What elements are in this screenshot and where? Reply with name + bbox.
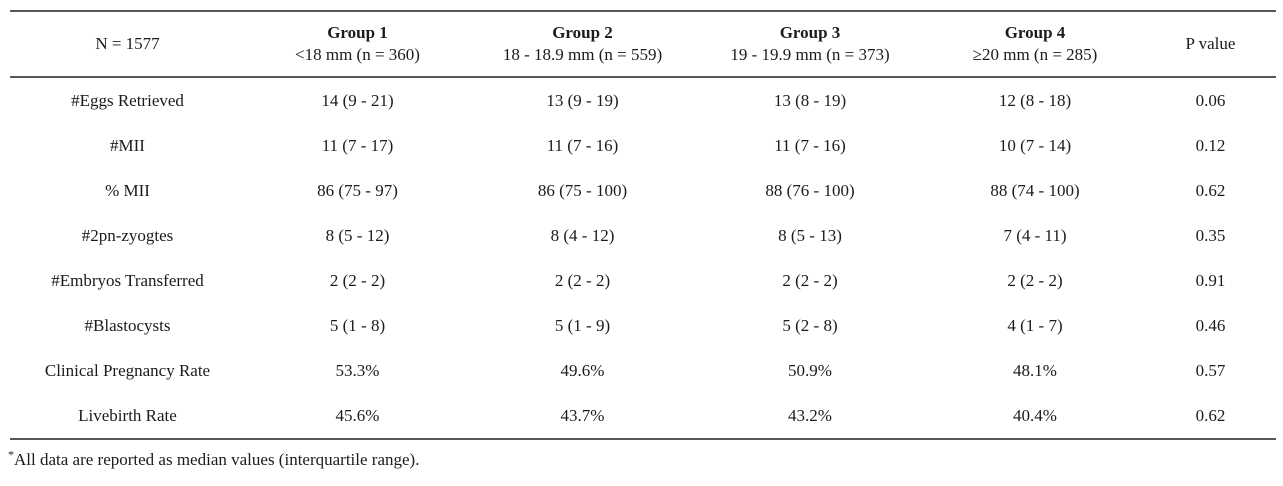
n-total-label: N = 1577: [95, 34, 160, 53]
row-label: #Embryos Transferred: [51, 270, 204, 290]
value-cell: 88 (76 - 100): [765, 180, 855, 200]
col-header-pvalue: P value: [1145, 11, 1276, 77]
p-value-cell: 0.06: [1195, 90, 1226, 110]
table-row: #Eggs Retrieved 14 (9 - 21) 13 (9 - 19) 13 …: [10, 77, 1276, 123]
value-cell: 5 (2 - 8): [782, 315, 838, 335]
value-cell: 7 (4 - 11): [1003, 225, 1067, 245]
row-label: #Eggs Retrieved: [71, 90, 184, 110]
p-value-cell: 0.12: [1195, 135, 1226, 155]
results-table-container: N = 1577 Group 1 <18 mm (n = 360) Group …: [10, 10, 1276, 440]
p-value-cell: 0.57: [1195, 360, 1226, 380]
value-cell: 2 (2 - 2): [329, 270, 386, 290]
value-cell: 2 (2 - 2): [1007, 270, 1063, 290]
group2-subtitle: 18 - 18.9 mm (n = 559): [502, 45, 663, 64]
group4-title: Group 4: [1004, 23, 1066, 42]
table-row: #2pn-zyogtes 8 (5 - 12) 8 (4 - 12) 8 (5 - 1…: [10, 213, 1276, 258]
value-cell: 12 (8 - 18): [998, 90, 1072, 110]
value-cell: 40.4%: [1013, 405, 1057, 425]
value-cell: 2 (2 - 2): [782, 270, 838, 290]
table-row: Clinical Pregnancy Rate 53.3% 49.6% 50.9% 48…: [10, 348, 1276, 393]
group4-subtitle: ≥20 mm (n = 285): [972, 45, 1098, 64]
pvalue-label: P value: [1185, 34, 1236, 53]
value-cell: 8 (5 - 13): [778, 225, 842, 245]
group3-title: Group 3: [779, 23, 841, 42]
value-cell: 5 (1 - 8): [329, 315, 386, 335]
col-header-n: N = 1577: [10, 11, 245, 77]
table-body: #Eggs Retrieved 14 (9 - 21) 13 (9 - 19) 13 …: [10, 77, 1276, 439]
value-cell: 2 (2 - 2): [554, 270, 611, 290]
group2-title: Group 2: [552, 23, 613, 42]
p-value-cell: 0.62: [1195, 405, 1226, 425]
row-label: #Blastocysts: [84, 315, 171, 335]
row-label: #MII: [110, 135, 145, 155]
footnote-marker: *: [8, 447, 14, 462]
value-cell: 11 (7 - 16): [546, 135, 619, 155]
value-cell: 14 (9 - 21): [321, 90, 394, 110]
value-cell: 8 (5 - 12): [325, 225, 390, 245]
value-cell: 5 (1 - 9): [554, 315, 611, 335]
value-cell: 43.2%: [788, 405, 832, 425]
value-cell: 10 (7 - 14): [998, 135, 1072, 155]
header-row: N = 1577 Group 1 <18 mm (n = 360) Group …: [10, 11, 1276, 77]
value-cell: 53.3%: [335, 360, 380, 380]
value-cell: 50.9%: [788, 360, 832, 380]
value-cell: 13 (9 - 19): [546, 90, 619, 110]
p-value-cell: 0.91: [1195, 270, 1226, 290]
footnote: *All data are reported as median values …: [8, 448, 419, 472]
p-value-cell: 0.62: [1195, 180, 1226, 200]
group1-title: Group 1: [327, 23, 388, 42]
col-header-group3: Group 3 19 - 19.9 mm (n = 373): [695, 11, 925, 77]
value-cell: 13 (8 - 19): [773, 90, 847, 110]
col-header-group4: Group 4 ≥20 mm (n = 285): [925, 11, 1145, 77]
results-table: N = 1577 Group 1 <18 mm (n = 360) Group …: [10, 10, 1276, 440]
value-cell: 11 (7 - 17): [321, 135, 394, 155]
group1-subtitle: <18 mm (n = 360): [295, 45, 420, 64]
value-cell: 43.7%: [560, 405, 605, 425]
row-label: #2pn-zyogtes: [81, 225, 174, 245]
value-cell: 48.1%: [1013, 360, 1057, 380]
row-label: Livebirth Rate: [78, 405, 177, 425]
p-value-cell: 0.35: [1195, 225, 1226, 245]
value-cell: 11 (7 - 16): [774, 135, 846, 155]
value-cell: 49.6%: [560, 360, 605, 380]
value-cell: 4 (1 - 7): [1007, 315, 1063, 335]
footnote-text: All data are reported as median values (…: [14, 450, 420, 469]
col-header-group1: Group 1 <18 mm (n = 360): [245, 11, 470, 77]
table-row: #Blastocysts 5 (1 - 8) 5 (1 - 9) 5 (2 - 8) 4…: [10, 303, 1276, 348]
value-cell: 86 (75 - 100): [537, 180, 628, 200]
table-row: #MII 11 (7 - 17) 11 (7 - 16) 11 (7 - 16) 10 …: [10, 123, 1276, 168]
col-header-group2: Group 2 18 - 18.9 mm (n = 559): [470, 11, 695, 77]
row-label: Clinical Pregnancy Rate: [44, 360, 211, 380]
table-row: Livebirth Rate 45.6% 43.7% 43.2% 40.4% 0.62: [10, 393, 1276, 439]
value-cell: 86 (75 - 97): [317, 180, 398, 200]
row-label: % MII: [105, 180, 150, 200]
table-row: % MII 86 (75 - 97) 86 (75 - 100) 88 (76 - 1…: [10, 168, 1276, 213]
value-cell: 45.6%: [335, 405, 380, 425]
table-row: #Embryos Transferred 2 (2 - 2) 2 (2 - 2) 2 …: [10, 258, 1276, 303]
group3-subtitle: 19 - 19.9 mm (n = 373): [730, 45, 890, 64]
value-cell: 8 (4 - 12): [550, 225, 615, 245]
value-cell: 88 (74 - 100): [990, 180, 1080, 200]
p-value-cell: 0.46: [1195, 315, 1226, 335]
